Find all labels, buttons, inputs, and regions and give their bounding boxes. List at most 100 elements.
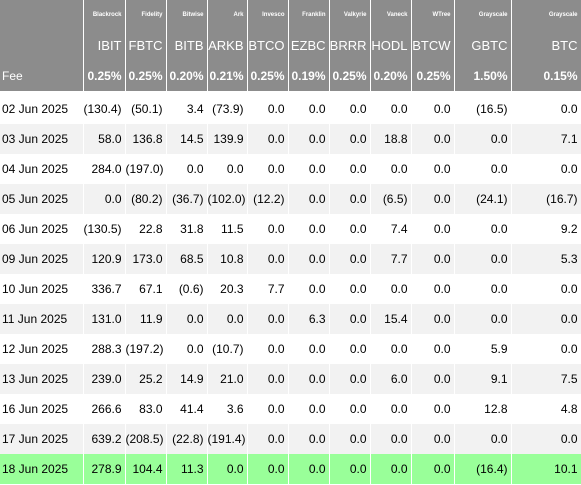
issuer-name: Franklin xyxy=(288,0,330,30)
table-row: 03 Jun 2025 58.0 136.8 14.5 139.9 0.0 0.0 0.0 18… xyxy=(0,124,581,154)
flow-value: 0.0 xyxy=(329,394,371,424)
flow-value: 11.9 xyxy=(125,304,167,334)
flow-value: 7.7 xyxy=(247,274,289,304)
flow-value: 0.0 xyxy=(370,274,412,304)
fee-value: 0.25% xyxy=(247,60,289,91)
flow-value: 139.9 xyxy=(207,124,248,154)
flow-value: 11.3 xyxy=(166,454,208,484)
flow-value: 0.0 xyxy=(411,214,455,244)
flow-value: 6.0 xyxy=(370,364,412,394)
flow-value: 0.0 xyxy=(329,214,371,244)
corner-cell xyxy=(0,30,84,60)
issuer-name: Valkyrie xyxy=(329,0,371,30)
flow-value: 0.0 xyxy=(329,304,371,334)
flow-value: (208.5) xyxy=(125,424,167,454)
flow-value: 0.0 xyxy=(247,334,289,364)
flow-value: 0.0 xyxy=(207,454,248,484)
flow-value: 0.0 xyxy=(288,424,330,454)
fee-header-row: Fee 0.25% 0.25% 0.20% 0.21% 0.25% 0.19% 0.25% 0… xyxy=(0,60,581,91)
ticker-label: IBIT xyxy=(83,30,126,60)
issuer-name: Fidelity xyxy=(125,0,167,30)
row-date: 06 Jun 2025 xyxy=(0,214,84,244)
flow-value: 0.0 xyxy=(454,154,512,184)
fee-value: 1.50% xyxy=(454,60,512,91)
flow-value: 0.0 xyxy=(247,214,289,244)
flow-value: (197.2) xyxy=(125,334,167,364)
flow-value: 0.0 xyxy=(411,364,455,394)
flow-value: 0.0 xyxy=(247,304,289,334)
issuer-name: Invesco xyxy=(247,0,289,30)
flow-value: 0.0 xyxy=(247,424,289,454)
flow-value: (80.2) xyxy=(125,184,167,214)
fee-value: 0.20% xyxy=(370,60,412,91)
row-date: 10 Jun 2025 xyxy=(0,274,84,304)
flow-value: 0.0 xyxy=(511,334,581,364)
flow-value: (36.7) xyxy=(166,184,208,214)
flow-value: 5.3 xyxy=(511,244,581,274)
flow-value: 0.0 xyxy=(370,154,412,184)
flow-value: 0.0 xyxy=(288,394,330,424)
flow-value: 0.0 xyxy=(329,364,371,394)
issuer-name: Grayscale xyxy=(511,0,581,30)
table-row: 11 Jun 2025 131.0 11.9 0.0 0.0 0.0 6.3 0.0 15.4 0… xyxy=(0,304,581,334)
flow-value: 67.1 xyxy=(125,274,167,304)
issuer-name: Bitwise xyxy=(166,0,208,30)
issuer-name: Blackrock xyxy=(83,0,126,30)
fee-value: 0.15% xyxy=(511,60,581,91)
flow-value: 0.0 xyxy=(454,304,512,334)
flow-value: (130.4) xyxy=(83,94,126,124)
flow-value: 0.0 xyxy=(166,304,208,334)
row-date: 09 Jun 2025 xyxy=(0,244,84,274)
table-row: 13 Jun 2025 239.0 25.2 14.9 21.0 0.0 0.0 0.0 6.0… xyxy=(0,364,581,394)
flow-value: 0.0 xyxy=(511,274,581,304)
flow-value: 136.8 xyxy=(125,124,167,154)
flow-value: 0.0 xyxy=(329,244,371,274)
table-row: 18 Jun 2025 278.9 104.4 11.3 0.0 0.0 0.0 0.0 0.0… xyxy=(0,454,581,484)
flow-value: (24.1) xyxy=(454,184,512,214)
flow-value: 0.0 xyxy=(329,274,371,304)
table-row: 05 Jun 2025 0.0 (80.2) (36.7) (102.0) (12.2) 0… xyxy=(0,184,581,214)
flow-value: 173.0 xyxy=(125,244,167,274)
row-date: 05 Jun 2025 xyxy=(0,184,84,214)
flow-value: 288.3 xyxy=(83,334,126,364)
flow-value: 0.0 xyxy=(329,154,371,184)
issuer-header-row: Blackrock Fidelity Bitwise Ark Invesco Frankl… xyxy=(0,0,581,30)
flow-value: 104.4 xyxy=(125,454,167,484)
flow-value: 4.8 xyxy=(511,394,581,424)
row-date: 16 Jun 2025 xyxy=(0,394,84,424)
issuer-name: Vaneck xyxy=(370,0,412,30)
flow-value: 0.0 xyxy=(370,424,412,454)
flow-value: 0.0 xyxy=(411,274,455,304)
flow-value: 21.0 xyxy=(207,364,248,394)
row-date: 18 Jun 2025 xyxy=(0,454,84,484)
flow-value: (16.5) xyxy=(454,94,512,124)
flow-value: 15.4 xyxy=(370,304,412,334)
flow-value: 7.7 xyxy=(370,244,412,274)
flow-value: 0.0 xyxy=(411,94,455,124)
ticker-label: BRRR xyxy=(329,30,371,60)
flow-value: 3.4 xyxy=(166,94,208,124)
flow-value: 0.0 xyxy=(166,154,208,184)
ticker-label: BTCO xyxy=(247,30,289,60)
flow-value: (197.0) xyxy=(125,154,167,184)
flow-value: 0.0 xyxy=(370,334,412,364)
flow-value: 239.0 xyxy=(83,364,126,394)
flow-value: (130.5) xyxy=(83,214,126,244)
flow-value: 0.0 xyxy=(247,364,289,394)
flow-value: 0.0 xyxy=(511,424,581,454)
flow-value: 0.0 xyxy=(247,454,289,484)
fee-value: 0.25% xyxy=(125,60,167,91)
flow-value: 0.0 xyxy=(288,94,330,124)
flow-value: 0.0 xyxy=(207,304,248,334)
flow-value: 58.0 xyxy=(83,124,126,154)
flow-value: 31.8 xyxy=(166,214,208,244)
flow-value: 0.0 xyxy=(247,154,289,184)
row-date: 13 Jun 2025 xyxy=(0,364,84,394)
flow-value: 0.0 xyxy=(247,94,289,124)
flow-value: 0.0 xyxy=(454,124,512,154)
flow-value: 0.0 xyxy=(247,244,289,274)
flow-value: 0.0 xyxy=(370,94,412,124)
ticker-label: ARKB xyxy=(207,30,248,60)
flow-value: 6.3 xyxy=(288,304,330,334)
row-date: 17 Jun 2025 xyxy=(0,424,84,454)
